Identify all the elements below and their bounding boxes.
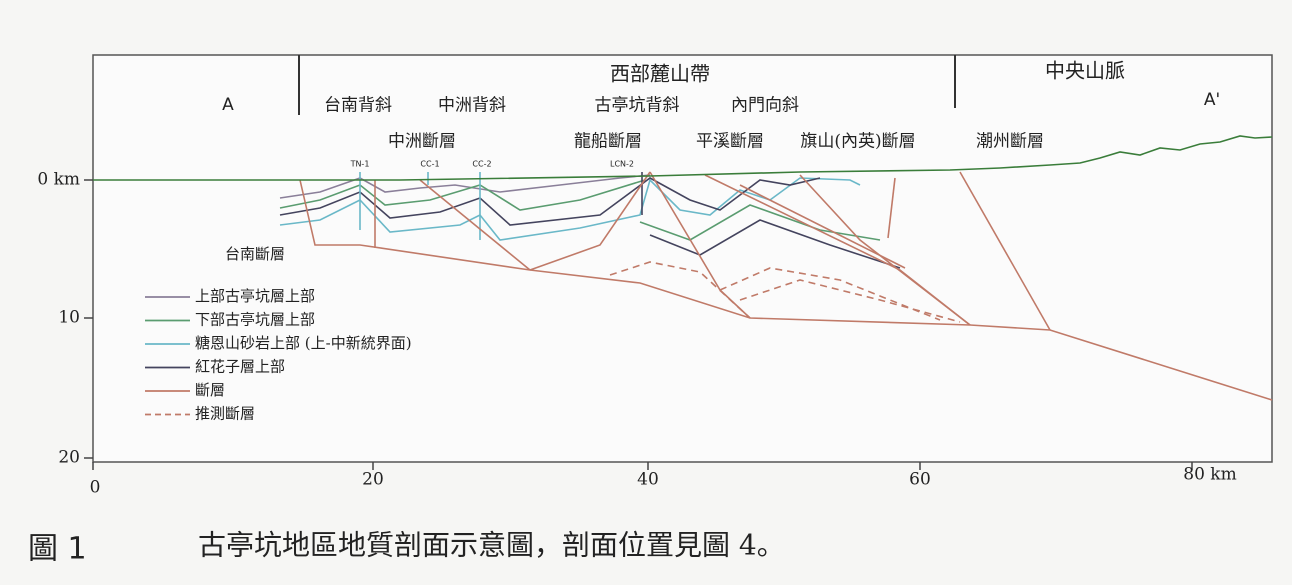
fault-label: 潮州斷層	[976, 132, 1044, 152]
legend-label: 紅花子層上部	[195, 358, 285, 376]
structure-label: 中洲背斜	[438, 96, 506, 116]
section-end: A'	[1204, 90, 1220, 110]
x-axis-label: 20	[362, 470, 384, 490]
legend-label: 上部古亭坑層上部	[195, 287, 315, 305]
region-label: 中央山脈	[1045, 59, 1125, 83]
well-label: LCN-2	[610, 160, 634, 169]
region-label: 西部麓山帶	[610, 62, 710, 86]
legend-label: 推測斷層	[195, 405, 255, 423]
axis-ticks	[84, 179, 1193, 470]
frame	[92, 54, 1273, 463]
fault-label: 中洲斷層	[388, 132, 456, 152]
caption: 古亭坑地區地質剖面示意圖，剖面位置見圖 4。	[198, 529, 785, 562]
well-label: CC-2	[472, 160, 491, 169]
figure-number: 圖 1	[28, 532, 87, 567]
well-label: CC-1	[420, 160, 439, 169]
fault-lines	[299, 171, 1273, 401]
section-end: A	[222, 95, 234, 115]
legend-label: 斷層	[195, 381, 225, 399]
legend-label: 糖恩山砂岩上部 (上-中新統界面)	[195, 334, 412, 352]
x-axis-label: 40	[637, 470, 659, 490]
fault-label: 龍船斷層	[574, 132, 642, 152]
x-axis-label: 60	[909, 470, 931, 490]
well-label: TN-1	[350, 160, 370, 169]
inferred-faults	[609, 261, 961, 323]
x-axis-label: 80 km	[1183, 465, 1236, 485]
legend-label: 下部古亭坑層上部	[195, 311, 315, 329]
structure-label: 台南背斜	[324, 96, 392, 116]
x-axis-label: 0	[90, 478, 101, 498]
fault-label: 平溪斷層	[696, 132, 764, 152]
fault-label: 台南斷層	[225, 245, 285, 263]
y-axis-label: 10	[58, 308, 80, 328]
structure-label: 古亭坑背斜	[595, 96, 680, 116]
y-axis-label: 0 km	[37, 170, 80, 190]
y-axis-label: 20	[58, 448, 80, 468]
ground-surface	[93, 135, 1273, 181]
fault-label: 旗山(內英)斷層	[800, 132, 915, 152]
structure-label: 內門向斜	[731, 96, 799, 116]
